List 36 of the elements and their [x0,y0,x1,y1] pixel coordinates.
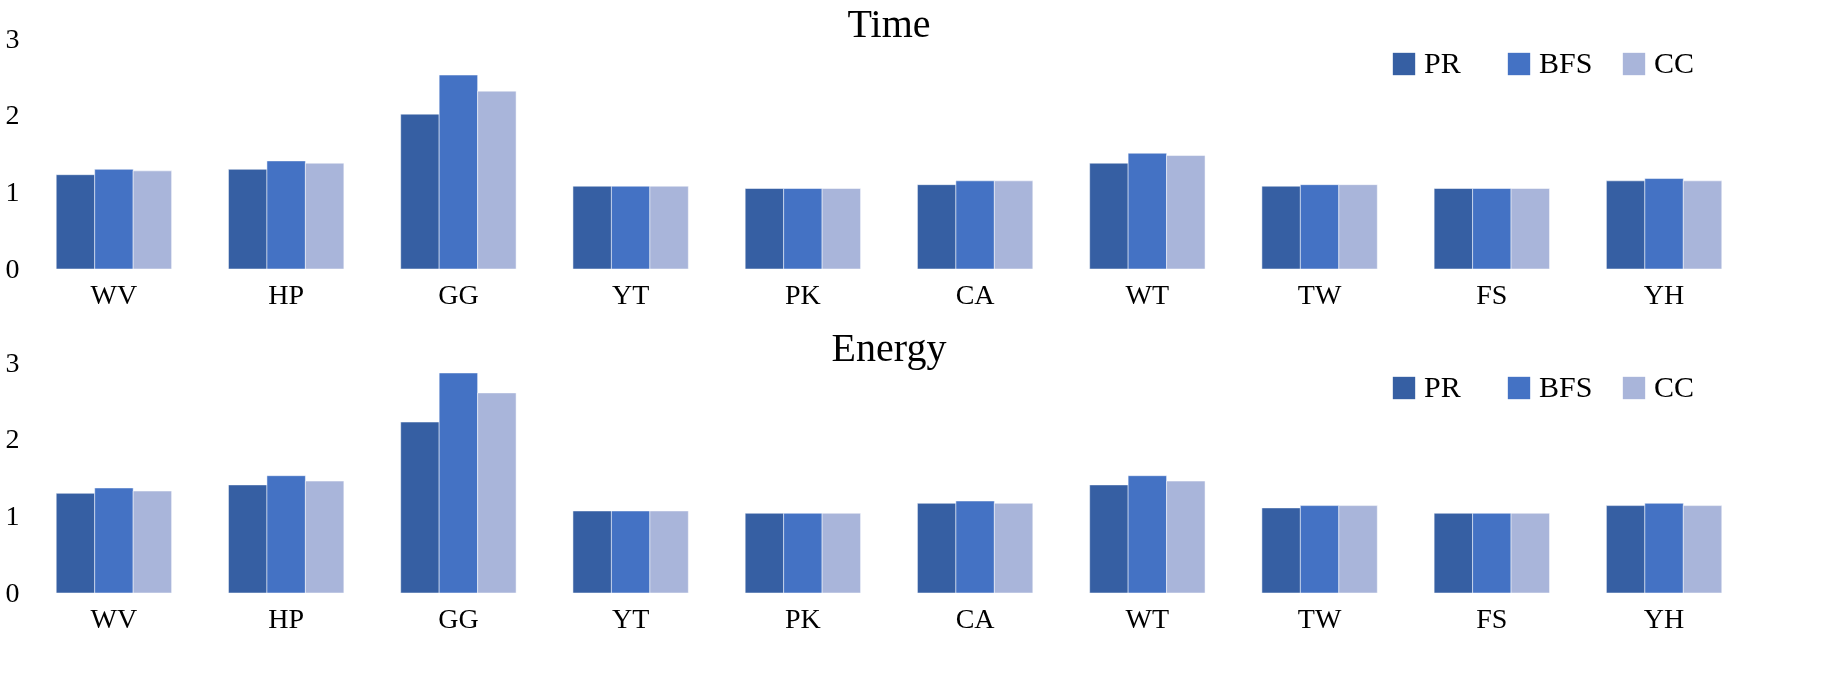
x-tick-label: WV [90,278,138,310]
legend-label: BFS [1539,370,1593,403]
x-tick-label: GG [438,278,479,310]
y-tick-label: 0 [5,252,20,284]
x-tick-label: HP [268,602,305,634]
chart-title: Energy [831,325,947,370]
x-tick-label: PK [784,278,821,310]
legend-label: CC [1654,46,1695,79]
legend-label: PR [1424,46,1461,79]
x-tick-label: GG [438,602,479,634]
x-tick-label: HP [268,278,305,310]
x-tick-label: YT [611,278,650,310]
x-tick-label: FS [1476,278,1508,310]
x-tick-label: WV [90,602,138,634]
legend-label: PR [1424,370,1461,403]
x-tick-label: YH [1643,278,1685,310]
chart-title: Time [847,1,931,46]
x-tick-label: TW [1297,278,1342,310]
y-tick-label: 0 [5,576,20,608]
x-tick-label: CA [955,602,996,634]
x-tick-label: FS [1476,602,1508,634]
y-tick-label: 3 [5,22,20,54]
x-tick-label: CA [955,278,996,310]
x-tick-label: WT [1125,278,1170,310]
y-tick-label: 1 [5,499,20,531]
y-tick-label: 2 [5,423,20,455]
x-tick-label: YH [1643,602,1685,634]
y-tick-label: 1 [5,175,20,207]
legend-label: BFS [1539,46,1593,79]
x-tick-label: YT [611,602,650,634]
x-tick-label: PK [784,602,821,634]
x-tick-label: WT [1125,602,1170,634]
y-tick-label: 2 [5,99,20,131]
y-tick-label: 3 [5,346,20,378]
x-tick-label: TW [1297,602,1342,634]
legend-label: CC [1654,370,1695,403]
